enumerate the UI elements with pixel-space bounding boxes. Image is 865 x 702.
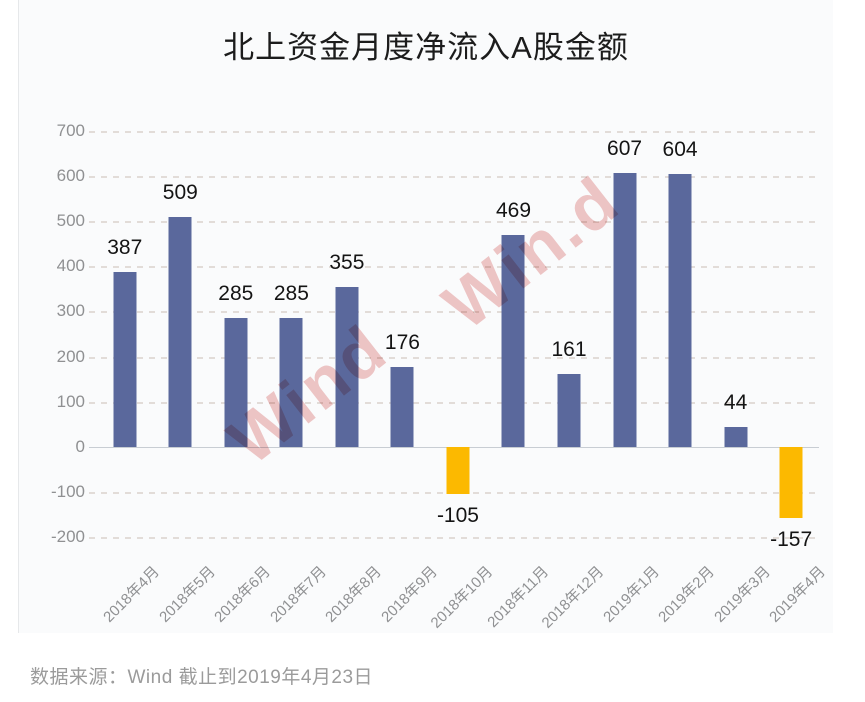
chart-title: 北上资金月度净流入A股金额 xyxy=(223,30,629,65)
bar-value-label: 469 xyxy=(495,199,532,223)
bar-slot: 604 2019年2月 xyxy=(652,131,718,626)
gridline xyxy=(89,221,819,224)
gridline xyxy=(89,131,819,133)
bar-slot: 469 2018年11月 xyxy=(484,131,552,631)
bar-slot: 44 2019年3月 xyxy=(708,131,774,626)
y-axis-tick-label: 500 xyxy=(56,211,85,231)
bar-value-label: 285 xyxy=(273,282,309,306)
bar-slot: -157 2019年4月 xyxy=(763,131,829,626)
bar xyxy=(224,318,248,447)
x-axis-tick-label: 2018年7月 xyxy=(266,563,330,626)
bar xyxy=(279,318,303,447)
bar-slot: 285 2018年7月 xyxy=(264,131,330,626)
bar-slot: -105 2018年10月 xyxy=(427,131,496,632)
bar-slot: 285 2018年6月 xyxy=(208,131,274,626)
bar xyxy=(446,446,470,495)
x-axis-tick-label: 2019年2月 xyxy=(655,563,719,626)
y-axis-tick-label: 400 xyxy=(56,256,85,276)
bar xyxy=(668,174,692,447)
x-axis-tick-label: 2019年4月 xyxy=(766,563,830,626)
bar-slot: 161 2018年12月 xyxy=(539,131,608,632)
bar-slot: 607 2019年1月 xyxy=(597,131,663,626)
y-axis-tick-label: 100 xyxy=(56,391,85,411)
bar-value-label: -105 xyxy=(436,504,479,528)
gridline xyxy=(89,537,819,539)
bar xyxy=(113,272,137,447)
bar-slot: 387 2018年4月 xyxy=(97,131,163,626)
bar-value-label: 176 xyxy=(384,331,420,355)
bar-value-label: -157 xyxy=(770,527,813,551)
y-axis-tick-label: 700 xyxy=(56,121,85,140)
x-axis-tick-label: 2019年3月 xyxy=(711,563,774,626)
gridline xyxy=(89,266,819,269)
bar xyxy=(779,446,803,518)
bar-value-label: 355 xyxy=(329,250,365,274)
bar-value-label: 161 xyxy=(551,338,587,362)
gridline xyxy=(89,176,819,179)
x-axis-tick-label: 2018年5月 xyxy=(155,563,219,626)
bar xyxy=(390,367,414,447)
bar-slot: 176 2018年9月 xyxy=(375,131,441,625)
bar-value-label: 285 xyxy=(218,282,254,306)
y-axis-tick-label: -200 xyxy=(50,527,85,546)
bar xyxy=(168,217,192,447)
y-axis-tick-label: 200 xyxy=(56,346,85,366)
y-axis-tick-label: 300 xyxy=(56,301,85,321)
gridline xyxy=(89,356,819,359)
bar xyxy=(724,426,748,447)
bar xyxy=(613,172,637,447)
gridline xyxy=(89,311,819,314)
bar xyxy=(557,374,581,447)
plot-area: 700 600 500 400 300 200 100 0 -100 -200 387 2018年4… xyxy=(51,121,829,632)
x-axis-tick-label: 2018年4月 xyxy=(100,563,163,626)
x-axis-tick-label: 2019年1月 xyxy=(599,563,663,626)
x-axis-tick-label: 2018年8月 xyxy=(322,563,386,626)
chart-panel: 北上资金月度净流入A股金额 700 600 500 400 300 200 100 0 -100… xyxy=(18,0,833,633)
bar-value-label: 607 xyxy=(607,136,643,160)
gridline xyxy=(89,401,819,404)
x-axis-tick-label: 2018年6月 xyxy=(211,563,274,626)
bars-layer: 387 2018年4月 509 2018年5月 285 2018年6月 285 2018年7月… xyxy=(97,131,829,632)
y-axis-tick-label: 0 xyxy=(75,436,85,456)
y-axis-tick-label: -100 xyxy=(50,481,85,501)
data-source-caption: 数据来源：Wind 截止到2019年4月23日 xyxy=(30,667,374,688)
bar xyxy=(335,286,359,447)
bar xyxy=(501,235,525,447)
bar-value-label: 604 xyxy=(662,138,698,162)
bar-slot: 509 2018年5月 xyxy=(153,131,219,626)
bar-value-label: 44 xyxy=(723,390,748,414)
bar-value-label: 387 xyxy=(107,236,143,260)
bar-slot: 355 2018年8月 xyxy=(319,131,385,626)
bar-value-label: 509 xyxy=(162,181,198,205)
y-axis-tick-label: 600 xyxy=(56,166,85,186)
